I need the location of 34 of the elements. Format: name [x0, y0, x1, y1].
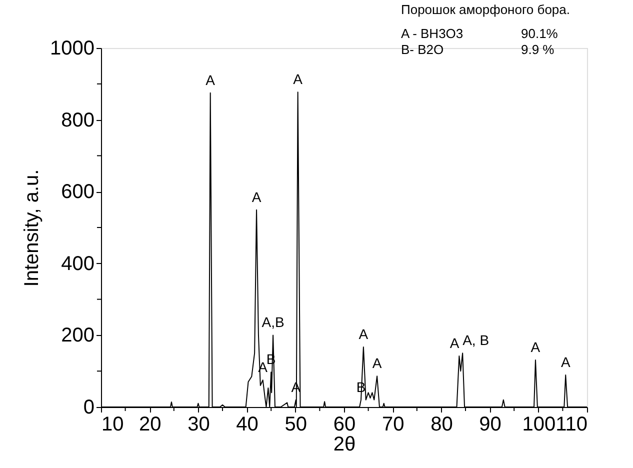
annotation: A: [252, 188, 262, 205]
y-tick-label: 1000: [50, 38, 94, 60]
x-tick-label: 10: [102, 414, 124, 436]
x-tick-label: 90: [479, 414, 502, 436]
y-tick-label: 0: [83, 396, 94, 418]
annotation: A: [206, 72, 216, 88]
text: A - BH3O3: [401, 26, 464, 41]
y-tick-label: 600: [61, 181, 94, 204]
x-tick-label: 30: [188, 414, 210, 436]
annotation: A: [450, 335, 460, 352]
x-tick-label: 100: [522, 414, 556, 436]
annotation: A: [358, 326, 369, 342]
annotation: A: [372, 355, 382, 372]
annotation: A: [530, 338, 541, 355]
x-tick-label: 40: [236, 414, 258, 436]
y-tick-label: 400: [61, 252, 94, 275]
x-tick-label: 110: [556, 414, 588, 436]
x-axis-title: 2θ: [333, 434, 356, 456]
text: Порошок аморфоного бора.: [401, 2, 570, 17]
x-tick-label: 20: [138, 414, 162, 436]
annotation: A, B: [462, 332, 490, 348]
y-axis-title: Intensity, a.u.: [21, 169, 44, 287]
annotation: A: [293, 71, 304, 88]
annotation: A,B: [262, 314, 284, 330]
y-tick-label: 200: [61, 324, 94, 347]
annotation: A: [560, 354, 571, 370]
text: 90.1%: [521, 26, 558, 41]
x-tick-label: 60: [333, 414, 356, 436]
annotation: B- B2O: [401, 42, 444, 57]
y-tick-label: 800: [61, 109, 94, 132]
annotation: 9.9 %: [521, 42, 555, 57]
x-tick-label: 50: [284, 414, 308, 436]
x-tick-label: 80: [430, 414, 453, 436]
x-tick-label: 70: [382, 414, 404, 436]
